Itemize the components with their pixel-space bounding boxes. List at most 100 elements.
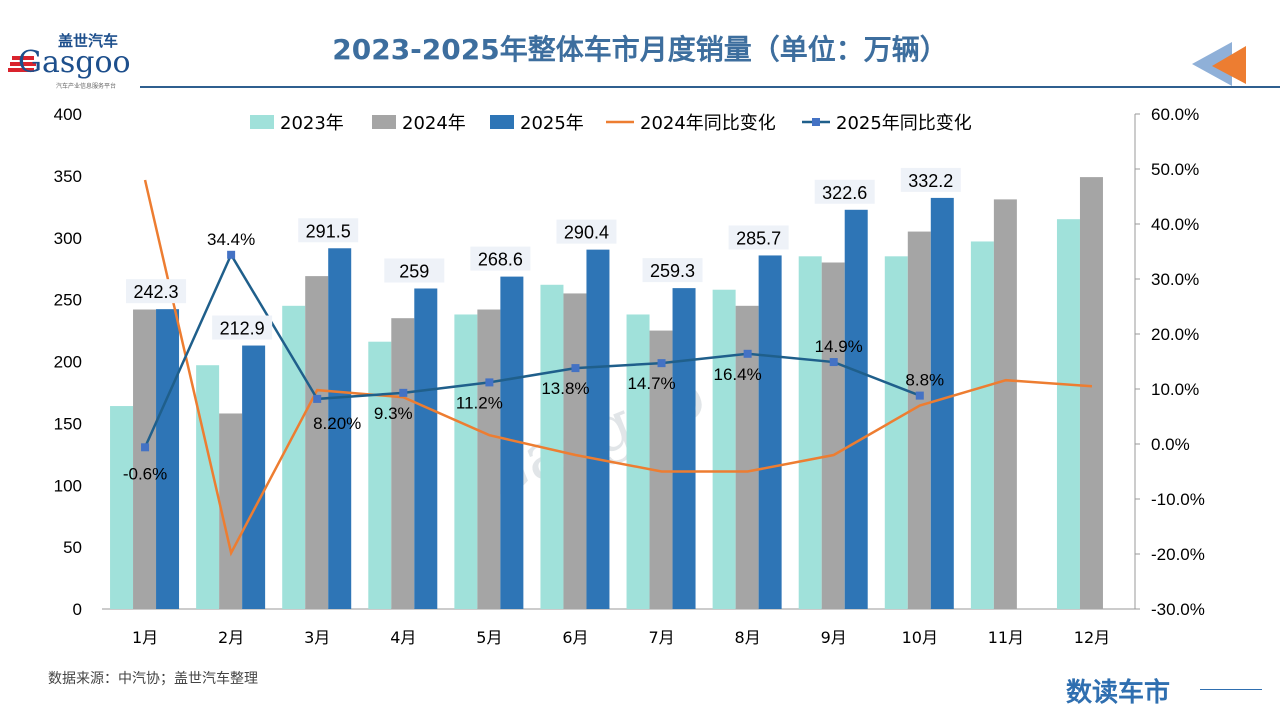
y-right-tick: 0.0% (1151, 435, 1190, 454)
bar-2025年 (328, 248, 352, 610)
bar-2023年 (540, 284, 564, 609)
bar-label-bg (126, 279, 187, 304)
bar-2023年 (970, 241, 994, 609)
bar-2023年 (712, 289, 736, 609)
bar-2024年 (305, 276, 329, 609)
bar-2024年 (219, 413, 243, 609)
bar-2024年 (735, 305, 759, 609)
x-tick: 12月 (1074, 628, 1110, 647)
legend-label: 2025年同比变化 (836, 113, 972, 134)
line-data-label: 11.2% (456, 393, 503, 412)
legend-label: 2024年同比变化 (640, 113, 776, 134)
brand-label: 数读车市 (1066, 678, 1171, 708)
y-left-tick: 0 (73, 600, 82, 619)
line-data-label: 34.4% (207, 230, 255, 249)
x-tick: 1月 (132, 628, 158, 647)
bar-data-label: 259 (399, 261, 429, 281)
bar-2025年 (672, 288, 696, 609)
svg-text:汽车产业信息服务平台: 汽车产业信息服务平台 (56, 82, 116, 90)
bar-2023年 (798, 256, 822, 609)
bar-2025年 (156, 309, 180, 609)
bar-label-bg (556, 219, 617, 244)
legend-label: 2025年 (520, 113, 584, 134)
y-right-tick: 60.0% (1151, 105, 1199, 124)
line-data-label: 14.9% (815, 337, 863, 356)
bar-2024年 (907, 231, 931, 609)
y-right-tick: 50.0% (1151, 160, 1199, 179)
y-right-tick: 10.0% (1151, 380, 1199, 399)
bar-label-bg (900, 167, 961, 192)
bar-2025年 (844, 209, 868, 609)
svg-text:盖世汽车: 盖世汽车 (58, 32, 118, 50)
bar-2025年 (758, 255, 782, 610)
y-left-tick: 150 (54, 414, 82, 433)
bar-data-label: 242.3 (134, 282, 179, 302)
marker-2025年同比变化 (399, 388, 408, 397)
bar-data-label: 290.4 (564, 223, 609, 243)
y-right-tick: -10.0% (1151, 490, 1205, 509)
y-right-tick: 40.0% (1151, 215, 1199, 234)
bar-2024年 (477, 309, 501, 609)
bar-data-label: 332.2 (908, 171, 953, 191)
x-tick: 6月 (562, 628, 588, 647)
bar-2025年 (500, 276, 524, 609)
header-divider (140, 86, 1280, 88)
marker-2025年同比变化 (915, 391, 924, 400)
legend-swatch (250, 115, 274, 129)
bar-label-bg (212, 315, 273, 340)
bar-data-label: 291.5 (306, 221, 351, 241)
bar-2024年 (821, 262, 845, 609)
x-tick: 11月 (988, 628, 1024, 647)
bar-label-bg (470, 246, 531, 271)
brand-divider (1200, 689, 1262, 690)
marker-2025年同比变化 (227, 250, 236, 259)
marker-2025年同比变化 (829, 358, 838, 367)
bar-label-bg (642, 258, 703, 283)
x-tick: 8月 (735, 628, 761, 647)
line-data-label: 14.7% (627, 374, 675, 393)
y-right-tick: -30.0% (1151, 600, 1205, 619)
line-2025年同比变化 (143, 252, 921, 448)
bar-data-label: 285.7 (736, 228, 781, 248)
marker-2025年同比变化 (657, 359, 666, 368)
back-arrow-icon (1192, 42, 1246, 86)
marker-2025年同比变化 (485, 378, 494, 387)
bar-2023年 (282, 305, 306, 609)
bar-2023年 (1056, 219, 1080, 609)
bar-2025年 (414, 288, 438, 609)
legend-label: 2024年 (402, 113, 466, 134)
bar-2023年 (368, 341, 392, 609)
line-2024年同比变化 (143, 179, 1093, 557)
bar-2025年 (242, 345, 266, 609)
x-tick: 7月 (648, 628, 674, 647)
marker-2025年同比变化 (141, 443, 150, 452)
y-left-tick: 350 (54, 167, 82, 186)
marker-2025年同比变化 (743, 349, 752, 358)
bar-2024年 (563, 293, 587, 609)
bar-2024年 (993, 199, 1017, 609)
y-left-tick: 200 (54, 353, 82, 372)
x-tick: 5月 (476, 628, 502, 647)
source-note: 数据来源：中汽协；盖世汽车整理 (48, 671, 258, 687)
legend-swatch (490, 115, 514, 129)
x-tick: 10月 (902, 628, 938, 647)
y-right-tick: -20.0% (1151, 545, 1205, 564)
legend-swatch (372, 115, 396, 129)
bar-label-bg (814, 179, 875, 204)
bar-2023年 (454, 314, 478, 609)
bar-2023年 (884, 256, 908, 609)
bar-data-label: 212.9 (220, 319, 265, 339)
line-data-label: 8.8% (905, 371, 944, 390)
y-left-tick: 300 (54, 229, 82, 248)
bar-2023年 (110, 406, 134, 609)
marker-2025年同比变化 (313, 394, 322, 403)
x-tick: 9月 (821, 628, 847, 647)
bar-2025年 (930, 197, 954, 609)
bar-data-label: 259.3 (650, 261, 695, 281)
x-tick: 4月 (390, 628, 416, 647)
bar-2024年 (133, 309, 157, 609)
bar-data-label: 268.6 (478, 250, 523, 270)
bar-2024年 (391, 318, 415, 609)
svg-text:Gasgoo: Gasgoo (18, 45, 131, 80)
